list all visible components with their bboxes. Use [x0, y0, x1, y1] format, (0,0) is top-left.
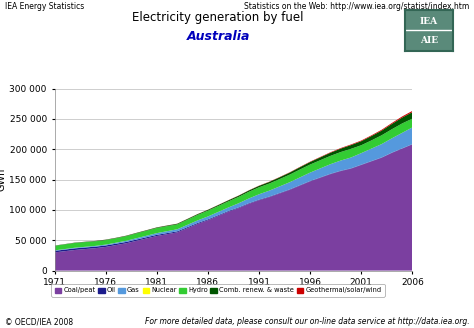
Text: Electricity generation by fuel: Electricity generation by fuel [132, 11, 304, 25]
Text: IEA Energy Statistics: IEA Energy Statistics [5, 2, 84, 10]
Text: For more detailed data, please consult our on-line data service at http://data.i: For more detailed data, please consult o… [145, 318, 469, 326]
Text: AIE: AIE [420, 36, 438, 45]
Text: IEA: IEA [420, 17, 438, 26]
Y-axis label: GWh: GWh [0, 168, 7, 191]
Legend: Coal/peat, Oil, Gas, Nuclear, Hydro, Comb. renew. & waste, Geothermal/solar/wind: Coal/peat, Oil, Gas, Nuclear, Hydro, Com… [51, 284, 385, 297]
Text: Statistics on the Web: http://www.iea.org/statist/index.htm: Statistics on the Web: http://www.iea.or… [244, 2, 469, 10]
Text: Australia: Australia [186, 30, 250, 43]
Text: © OECD/IEA 2008: © OECD/IEA 2008 [5, 318, 73, 326]
